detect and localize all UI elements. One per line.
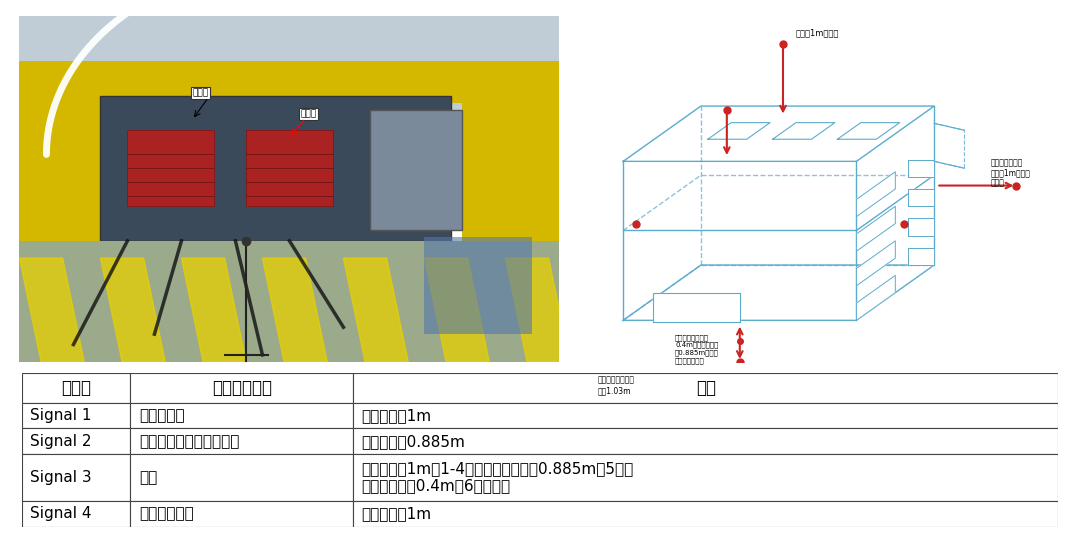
Polygon shape (908, 218, 934, 235)
Polygon shape (19, 258, 84, 362)
FancyBboxPatch shape (246, 130, 333, 206)
FancyBboxPatch shape (353, 428, 1058, 454)
FancyBboxPatch shape (462, 68, 559, 258)
Polygon shape (424, 258, 489, 362)
Text: 距离: 距离 (696, 379, 716, 396)
FancyBboxPatch shape (100, 96, 451, 241)
Text: Signal 1: Signal 1 (30, 408, 92, 423)
Text: 离被测表面0.885m: 离被测表面0.885m (362, 434, 465, 449)
Polygon shape (908, 248, 934, 265)
FancyBboxPatch shape (22, 373, 131, 402)
FancyBboxPatch shape (353, 402, 1058, 428)
FancyBboxPatch shape (131, 454, 353, 501)
FancyBboxPatch shape (131, 501, 353, 526)
FancyBboxPatch shape (131, 402, 353, 428)
FancyBboxPatch shape (353, 373, 1058, 402)
Polygon shape (343, 258, 408, 362)
Polygon shape (856, 275, 895, 320)
Text: 离被测表面1m: 离被测表面1m (362, 506, 432, 521)
Text: 测试对应位置: 测试对应位置 (212, 379, 272, 396)
Text: Signal 3: Signal 3 (30, 470, 92, 485)
Text: 出风口: 出风口 (300, 110, 316, 118)
Text: 信号名: 信号名 (62, 379, 91, 396)
Text: Signal 4: Signal 4 (30, 506, 92, 521)
Text: 左上方进风口: 左上方进风口 (138, 506, 193, 521)
FancyBboxPatch shape (370, 110, 462, 231)
Text: 出风口距中心往下
0.4m一个测点，往
下0.885m一个测
点，共两个测点: 出风口距中心往下 0.4m一个测点，往 下0.885m一个测 点，共两个测点 (675, 334, 719, 363)
Text: 下方出风口（加防风罩）: 下方出风口（加防风罩） (138, 434, 239, 449)
FancyBboxPatch shape (131, 428, 353, 454)
Polygon shape (505, 258, 570, 362)
FancyBboxPatch shape (19, 16, 559, 172)
FancyBboxPatch shape (353, 454, 1058, 501)
Text: 柜前左右距离侧
中心点1m（四个
测点）: 柜前左右距离侧 中心点1m（四个 测点） (990, 158, 1030, 188)
Text: 风机侧: 风机侧 (192, 89, 208, 98)
Text: Signal 2: Signal 2 (30, 434, 92, 449)
FancyBboxPatch shape (353, 501, 1058, 526)
FancyBboxPatch shape (19, 68, 117, 258)
FancyBboxPatch shape (22, 501, 131, 526)
Polygon shape (262, 258, 327, 362)
Polygon shape (100, 258, 165, 362)
Text: 离被测表面1m（1-4号测试），离底面0.885m（5号测
试），离底面0.4m（6号测试）: 离被测表面1m（1-4号测试），离底面0.885m（5号测 试），离底面0.4m… (362, 461, 634, 494)
Polygon shape (181, 258, 246, 362)
Text: 进风口1m，两个: 进风口1m，两个 (796, 28, 839, 37)
Polygon shape (856, 206, 895, 251)
Text: 右上进风口: 右上进风口 (138, 408, 185, 423)
FancyBboxPatch shape (22, 402, 131, 428)
Polygon shape (856, 172, 895, 217)
Text: 离被测表面1m: 离被测表面1m (362, 408, 432, 423)
Polygon shape (908, 160, 934, 177)
FancyBboxPatch shape (19, 241, 559, 362)
Polygon shape (856, 241, 895, 286)
FancyBboxPatch shape (127, 130, 214, 206)
FancyBboxPatch shape (424, 238, 532, 334)
Polygon shape (908, 189, 934, 206)
FancyBboxPatch shape (22, 428, 131, 454)
FancyBboxPatch shape (19, 61, 559, 103)
FancyBboxPatch shape (22, 454, 131, 501)
Polygon shape (653, 293, 740, 322)
FancyBboxPatch shape (131, 373, 353, 402)
Text: 移动: 移动 (138, 470, 157, 485)
Text: 柜体地面离地面距
离为1.03m: 柜体地面离地面距 离为1.03m (597, 376, 634, 395)
